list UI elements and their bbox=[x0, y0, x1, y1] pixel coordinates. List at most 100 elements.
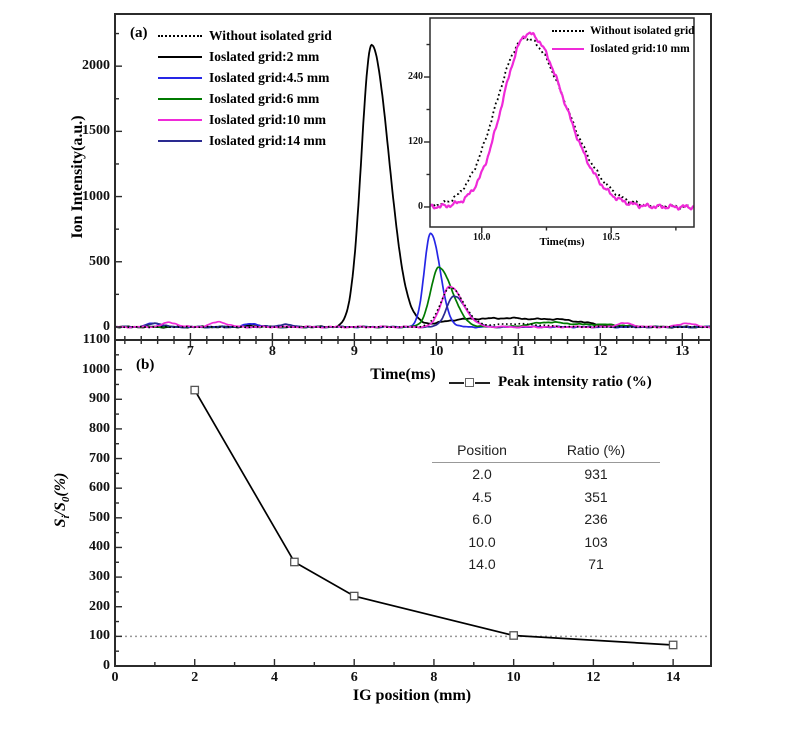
tick-label: 0 bbox=[103, 658, 110, 673]
table-row: 6.0 236 bbox=[432, 508, 660, 531]
table-cell-position: 4.5 bbox=[472, 488, 492, 505]
tick-label: 10.5 bbox=[602, 232, 620, 243]
panel-b-y-axis-title: Si/S0(%) bbox=[52, 473, 72, 528]
tick-label: 100 bbox=[89, 628, 110, 644]
tick-label: 10 bbox=[429, 344, 444, 359]
table-row: 2.0 931 bbox=[432, 463, 660, 486]
legend-line-sample bbox=[158, 139, 202, 142]
legend-item-label: Without isolated grid bbox=[209, 27, 332, 43]
tick-label: 0 bbox=[103, 318, 110, 334]
curve-ioslated-grid-6-mm bbox=[115, 266, 711, 329]
panel-b-frame bbox=[114, 339, 712, 667]
ylabel-subscript: i bbox=[60, 515, 73, 519]
table-cell-position: 14.0 bbox=[468, 556, 496, 573]
tick-label: 1100 bbox=[82, 332, 110, 347]
tick-label: 500 bbox=[89, 253, 110, 269]
ylabel-symbol: S bbox=[51, 518, 69, 528]
legend-item-label: Ioslated grid:14 mm bbox=[209, 132, 326, 148]
table-cell-ratio: 931 bbox=[584, 466, 608, 483]
curve-ioslated-grid-10-mm bbox=[115, 285, 711, 329]
table-row: 4.5 351 bbox=[432, 486, 660, 509]
tick-label: 500 bbox=[89, 509, 110, 525]
data-point-marker bbox=[190, 385, 200, 395]
data-point-marker bbox=[668, 640, 678, 650]
panel-a-curves bbox=[115, 43, 711, 329]
legend-item: Ioslated grid:10 mm bbox=[552, 40, 695, 58]
table-cell-position: 10.0 bbox=[468, 533, 496, 550]
inset-x-axis-title: Time(ms) bbox=[539, 236, 585, 248]
tick-label: 400 bbox=[89, 539, 110, 555]
tick-label: 11 bbox=[511, 344, 525, 359]
data-point-marker bbox=[509, 631, 519, 640]
data-point-marker bbox=[349, 591, 359, 601]
tick-label: 14 bbox=[666, 670, 681, 685]
legend-line-sample-dotted bbox=[552, 30, 584, 32]
tick-label: 4 bbox=[270, 670, 278, 685]
table-header-position: Position bbox=[457, 441, 507, 458]
legend-line-sample bbox=[158, 55, 202, 58]
table-row: 14.0 71 bbox=[432, 553, 660, 576]
ratio-table-body: 2.0 931 4.5 351 6.0 236 10.0 103 14.0 71 bbox=[432, 463, 660, 576]
tick-label: 300 bbox=[89, 569, 110, 585]
legend-item: Ioslated grid:14 mm bbox=[158, 130, 332, 151]
legend-item: Without isolated grid bbox=[552, 22, 695, 40]
panel-b-x-axis-title: IG position (mm) bbox=[352, 687, 472, 704]
legend-item: Without isolated grid bbox=[158, 25, 332, 46]
tick-label: 700 bbox=[89, 450, 110, 466]
panel-b-label: (b) bbox=[136, 357, 155, 373]
legend-item-label: Ioslated grid:6 mm bbox=[209, 90, 320, 106]
tick-label: 8 bbox=[268, 344, 276, 359]
legend-line-sample bbox=[552, 48, 584, 50]
table-header-ratio: Ratio (%) bbox=[566, 441, 626, 458]
legend-line-sample bbox=[158, 97, 202, 100]
tick-label: 1000 bbox=[82, 361, 110, 377]
legend-item-label: Ioslated grid:2 mm bbox=[209, 48, 320, 64]
legend-item: Ioslated grid:2 mm bbox=[158, 46, 332, 67]
tick-label: 200 bbox=[89, 598, 110, 614]
legend-line-sample bbox=[158, 118, 202, 121]
legend-item-label: Ioslated grid:10 mm bbox=[209, 111, 326, 127]
tick-label: 9 bbox=[350, 344, 358, 359]
tick-label: 2000 bbox=[82, 58, 110, 74]
tick-label: 600 bbox=[89, 480, 110, 496]
ylabel-slash: / bbox=[51, 510, 69, 516]
tick-label: 10 bbox=[506, 670, 521, 685]
legend-item-label: Ioslated grid:10 mm bbox=[590, 43, 690, 55]
tick-label: 800 bbox=[89, 420, 110, 436]
tick-label: 12 bbox=[586, 670, 601, 685]
table-cell-position: 6.0 bbox=[472, 511, 492, 528]
tick-label: 6 bbox=[350, 670, 358, 685]
tick-label: 1000 bbox=[82, 188, 110, 204]
tick-label: 0 bbox=[111, 670, 119, 685]
legend-line-right bbox=[475, 381, 490, 384]
ylabel-symbol: S bbox=[51, 502, 69, 511]
open-square-marker-icon bbox=[465, 378, 474, 387]
ylabel-unit: (%) bbox=[51, 472, 69, 497]
curve-ioslated-grid-4.5-mm bbox=[115, 232, 711, 329]
inset-curves bbox=[430, 31, 694, 211]
table-cell-ratio: 71 bbox=[588, 556, 604, 573]
inset-background bbox=[430, 18, 694, 227]
ratio-table: Position Ratio (%) 2.0 931 4.5 351 6.0 236 10.… bbox=[432, 437, 660, 576]
legend-item-label: Ioslated grid:4.5 mm bbox=[209, 69, 330, 85]
table-cell-ratio: 236 bbox=[584, 511, 608, 528]
table-cell-position: 2.0 bbox=[472, 466, 492, 483]
legend-line-sample-dotted bbox=[158, 34, 202, 37]
tick-label: 2 bbox=[191, 670, 199, 685]
tick-label: 1500 bbox=[82, 123, 110, 139]
table-cell-ratio: 103 bbox=[584, 533, 608, 550]
panel-b-plot bbox=[115, 385, 711, 650]
panel-a-x-axis-title: Time(ms) bbox=[370, 366, 436, 383]
tick-label: 900 bbox=[89, 391, 110, 407]
panel-a-label: (a) bbox=[130, 25, 148, 41]
tick-label: 120 bbox=[408, 135, 423, 147]
tick-label: 13 bbox=[675, 344, 690, 359]
inset-legend: Without isolated grid Ioslated grid:10 m… bbox=[552, 22, 695, 58]
table-header-row: Position Ratio (%) bbox=[432, 437, 660, 463]
panel-b-legend: Peak intensity ratio (%) bbox=[449, 374, 652, 391]
legend-line-left bbox=[449, 381, 464, 384]
curve-without-isolated-grid bbox=[115, 286, 711, 329]
tick-label: 10.0 bbox=[473, 232, 491, 243]
legend-item: Ioslated grid:4.5 mm bbox=[158, 67, 332, 88]
legend-marker-sample bbox=[449, 378, 490, 387]
